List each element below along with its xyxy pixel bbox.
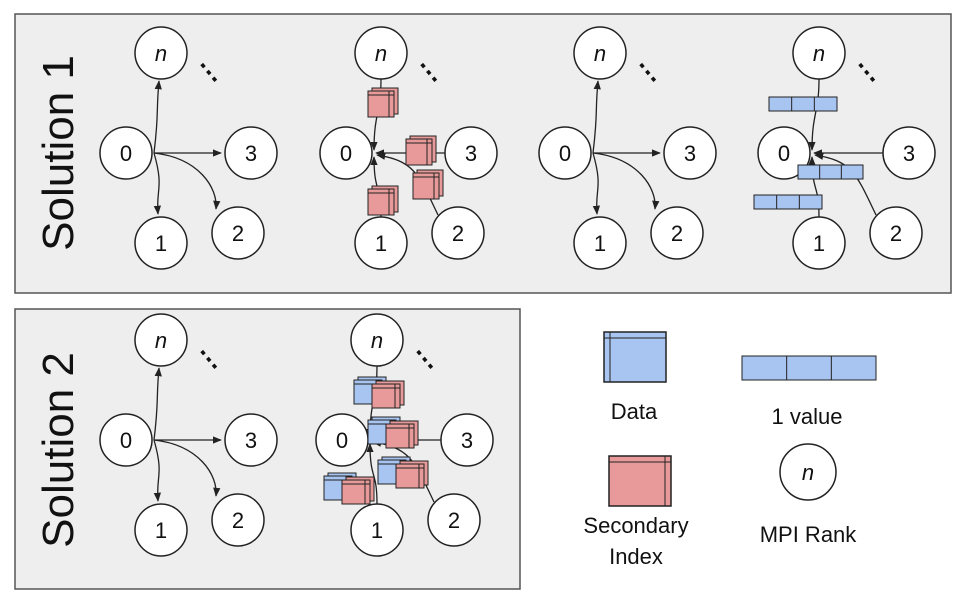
s1-d4-rank-0-label: 0 <box>778 141 790 166</box>
s2-d2-rank-1-circle <box>350 503 404 557</box>
s1-d3-rank-0-circle <box>538 126 592 180</box>
s2-d2-rank-n-label: n <box>371 328 383 353</box>
s2-d2-rank-1-label: 1 <box>371 518 383 543</box>
s1-d1-rank-1-label: 1 <box>155 231 167 256</box>
s1-d2-rank-n-circle <box>354 26 408 80</box>
s1-d3-rank-2-circle <box>650 206 704 260</box>
s1-d4-rank-3-label: 3 <box>903 141 915 166</box>
s2-d2-rank-2-circle <box>427 493 481 547</box>
legend-secondary-index-label-line2: Index <box>609 544 663 569</box>
s1-d4-rank-2-label: 2 <box>890 221 902 246</box>
s1-d4-rank-n-circle <box>792 26 846 80</box>
s2-d1-rank-3-circle <box>224 413 278 467</box>
s2-d1-rank-0-label: 0 <box>120 428 132 453</box>
s1-d4-rank-n-label: n <box>813 41 825 66</box>
s1-d3-rank-n-label: n <box>594 41 606 66</box>
s1-d2-rank-n-label: n <box>375 41 387 66</box>
s1-d2-rank-3-circle <box>444 126 498 180</box>
legend-value-label: 1 value <box>772 404 843 429</box>
s2-d1-rank-1-label: 1 <box>155 518 167 543</box>
legend-data-label: Data <box>611 399 658 424</box>
s1-d2-rank-2-circle <box>431 206 485 260</box>
s2-d2-rank-n-circle <box>350 313 404 367</box>
legend-data-box <box>603 331 667 383</box>
s1-d1-rank-3-label: 3 <box>245 141 257 166</box>
s2-d2-rank-3-label: 3 <box>461 428 473 453</box>
s1-d3-edge-to-2 <box>592 152 660 210</box>
s1-d1-rank-2-circle <box>211 206 265 260</box>
legend-rank-label: MPI Rank <box>760 522 858 547</box>
s1-d4-values-from-n <box>768 96 838 112</box>
s2-d1-edge-to-2 <box>153 439 221 497</box>
s1-d3-rank-n-circle <box>573 26 627 80</box>
legend-secondary-index-box <box>608 455 672 507</box>
s1-d1-edge-to-n <box>153 80 162 154</box>
s2-d2-edge-from-1 <box>366 443 378 505</box>
s1-d4-values-from-3 <box>797 164 864 180</box>
s1-d4-edge-from-n <box>808 78 820 151</box>
s1-d3-edge-to-n <box>592 80 601 154</box>
s1-d4-rank-0-circle <box>757 126 811 180</box>
s1-d3-rank-3-label: 3 <box>684 141 696 166</box>
s2-d1-edge-to-n <box>153 367 162 441</box>
s1-d3-rank-0-label: 0 <box>559 141 571 166</box>
s1-d1-rank-n-label: n <box>155 41 167 66</box>
s1-d2-edge-from-2 <box>376 152 439 216</box>
s2-d2-rank-2-label: 2 <box>448 508 460 533</box>
s1-d3-rank-1-label: 1 <box>594 231 606 256</box>
s1-d1-rank-2-label: 2 <box>232 221 244 246</box>
s1-d1-rank-1-circle <box>134 216 188 270</box>
s1-d2-rank-2-label: 2 <box>452 221 464 246</box>
legend-value-bar <box>741 355 877 381</box>
s1-d1-edge-to-2 <box>153 152 221 210</box>
s1-d3-rank-3-circle <box>663 126 717 180</box>
legend-rank-symbol: n <box>802 460 814 485</box>
s2-d1-rank-2-label: 2 <box>232 508 244 533</box>
s1-d2-rank-3-label: 3 <box>465 141 477 166</box>
s1-d1-rank-0-label: 0 <box>120 141 132 166</box>
s2-d1-rank-0-circle <box>99 413 153 467</box>
s1-d4-rank-1-label: 1 <box>813 231 825 256</box>
s1-d4-rank-2-circle <box>869 206 923 260</box>
legend-rank-circle <box>779 443 837 501</box>
s2-d1-rank-n-label: n <box>155 328 167 353</box>
s1-d2-rank-1-circle <box>354 216 408 270</box>
s2-d1-rank-1-circle <box>134 503 188 557</box>
legend-secondary-index-label-line1: Secondary <box>583 513 688 538</box>
s1-d1-edge-to-1 <box>153 152 162 215</box>
s1-d4-values-from-1 <box>753 194 823 210</box>
s1-d2-rank-0-label: 0 <box>340 141 352 166</box>
s1-d3-rank-1-circle <box>573 216 627 270</box>
s1-d3-rank-2-label: 2 <box>671 221 683 246</box>
solution2-label: Solution 2 <box>34 352 83 548</box>
solution1-label: Solution 1 <box>34 55 83 251</box>
s2-d2-rank-0-label: 0 <box>336 428 348 453</box>
s2-d1-edge-to-1 <box>153 439 162 502</box>
s2-d1-rank-3-label: 3 <box>245 428 257 453</box>
s1-d2-rank-0-circle <box>319 126 373 180</box>
s1-d4-rank-3-circle <box>882 126 936 180</box>
s2-d2-rank-3-circle <box>440 413 494 467</box>
s1-d1-rank-n-circle <box>134 26 188 80</box>
s1-d4-rank-1-circle <box>792 216 846 270</box>
s2-d1-rank-n-circle <box>134 313 188 367</box>
s1-d1-rank-3-circle <box>224 126 278 180</box>
s1-d2-rank-1-label: 1 <box>375 231 387 256</box>
s1-d3-edge-to-1 <box>592 152 601 215</box>
s2-d1-rank-2-circle <box>211 493 265 547</box>
s1-d1-rank-0-circle <box>99 126 153 180</box>
